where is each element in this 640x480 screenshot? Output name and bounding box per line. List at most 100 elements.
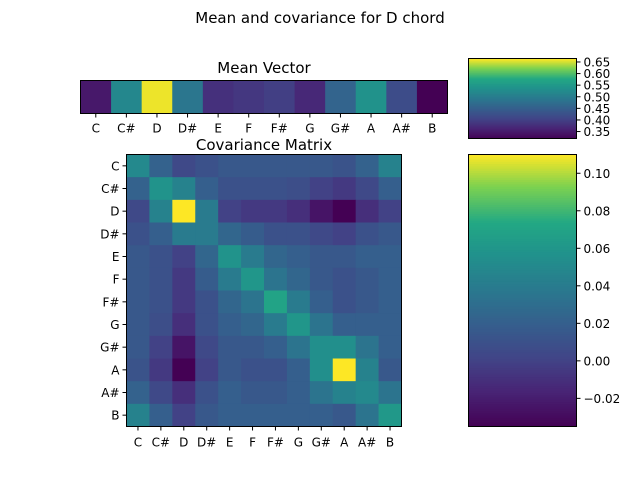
cov-colorbar-segment [468, 297, 577, 301]
cov-cell-A#-F# [264, 381, 288, 405]
cov-colorbar-segment [468, 378, 577, 382]
mean-colorbar-segment [468, 117, 577, 119]
cov-colorbar-segment [468, 401, 577, 405]
cov-cell-D-D# [195, 199, 219, 223]
cov-colorbar-segment [468, 229, 577, 233]
cov-x-tick-label: E [226, 436, 234, 450]
mean-colorbar-segment [468, 89, 577, 91]
cov-cell-C#-G [286, 177, 311, 201]
cov-colorbar-segment [468, 165, 577, 169]
cov-cell-A#-D [172, 381, 196, 405]
mean-colorbar-segment [468, 66, 577, 68]
cov-colorbar-segment [468, 372, 577, 375]
cov-colorbar-segment [468, 249, 577, 253]
cov-x-tick-label: D# [197, 436, 216, 450]
cov-cell-A-A# [355, 358, 379, 382]
cov-y-tick-label: E [112, 250, 120, 264]
cov-colorbar-segment [468, 154, 577, 158]
cov-cell-A-F [241, 358, 265, 382]
cov-colorbar-segment [468, 285, 577, 289]
cov-cell-G#-C# [149, 335, 173, 359]
cov-colorbar-segment [468, 338, 577, 341]
mean-colorbar-segment [468, 124, 577, 126]
cov-cell-G-A# [355, 313, 379, 337]
cov-cell-C#-G# [309, 177, 334, 201]
cov-colorbar-segment [468, 317, 577, 321]
cov-colorbar-segment [468, 263, 577, 267]
mean-colorbar-segment [468, 122, 577, 124]
cov-colorbar-segment [468, 333, 577, 337]
mean-colorbar-segment [468, 108, 577, 110]
cov-cell-G#-G [286, 335, 311, 359]
cov-cell-F-F [241, 267, 265, 291]
mean-colorbar-segment [468, 61, 577, 63]
cov-cell-A#-A# [355, 381, 379, 405]
cov-cell-A#-C [126, 381, 150, 405]
cov-colorbar-segment [468, 329, 577, 332]
covariance-colorbar-frame [468, 154, 577, 427]
mean-colorbar-segment [468, 81, 577, 83]
cov-cell-B-F# [264, 403, 288, 427]
cov-colorbar-segment [468, 392, 577, 396]
mean-colorbar-segment [468, 85, 577, 87]
cov-cell-C#-F [241, 177, 265, 201]
cov-cell-E-C [126, 245, 150, 269]
cov-colorbar-segment [468, 295, 577, 298]
cov-cell-C-D [172, 154, 196, 178]
mean-x-tick-label: E [214, 122, 222, 136]
mean-colorbar-segment [468, 73, 577, 75]
cov-colorbar-segment [468, 211, 577, 214]
cov-cell-F#-C [126, 290, 150, 314]
covariance-heatmap [126, 154, 402, 427]
cov-cell-E-G [286, 245, 311, 269]
cov-colorbar-segment [468, 281, 577, 285]
mean-colorbar-segment [468, 100, 577, 102]
mean-colorbar-segment [468, 132, 577, 134]
cov-colorbar-segment [468, 183, 577, 187]
cov-colorbar-segment [468, 188, 577, 192]
cov-cell-G#-E [218, 335, 242, 359]
cov-cell-G#-D [172, 335, 196, 359]
cov-cell-D-F# [264, 199, 288, 223]
mean-colorbar-segment [468, 68, 577, 70]
mean-colorbar-segment [468, 118, 577, 120]
mean-colorbar-segment [468, 83, 577, 85]
mean-colorbar-tick-label: 0.50 [584, 90, 611, 104]
cov-colorbar-segment [468, 238, 577, 242]
mean-colorbar-segment [468, 101, 577, 103]
mean-colorbar-segment [468, 102, 577, 104]
mean-colorbar-segment [468, 113, 577, 115]
cov-x-tick-label: A# [358, 436, 376, 450]
cov-y-tick-label: D [110, 205, 119, 219]
mean-colorbar-segment [468, 101, 577, 103]
cov-cell-B-D [172, 403, 196, 427]
cov-cell-D#-C# [149, 222, 173, 246]
cov-colorbar-segment [468, 419, 577, 423]
cov-cell-G-D [172, 313, 196, 337]
cov-cell-F#-F [241, 290, 265, 314]
mean-cell-F# [264, 80, 295, 114]
cov-colorbar-segment [468, 174, 577, 178]
mean-colorbar-segment [468, 97, 577, 99]
cov-colorbar-segment [468, 231, 577, 235]
cov-colorbar-segment [468, 363, 577, 366]
cov-colorbar-segment [468, 204, 577, 208]
mean-colorbar-segment [468, 135, 577, 137]
cov-colorbar-segment [468, 415, 577, 418]
mean-colorbar-segment [468, 63, 577, 65]
cov-cell-F#-A [332, 290, 357, 314]
cov-cell-D#-F# [264, 222, 288, 246]
cov-colorbar-segment [468, 406, 577, 409]
mean-colorbar-segment [468, 93, 577, 95]
mean-colorbar-segment [468, 106, 577, 108]
cov-cell-C#-C# [149, 177, 173, 201]
cov-colorbar-segment [468, 374, 577, 378]
mean-cell-G [294, 80, 326, 114]
mean-cell-B [416, 80, 448, 114]
mean-colorbar-segment [468, 69, 577, 71]
cov-cell-F-D [172, 267, 196, 291]
mean-x-tick-label: B [428, 122, 436, 136]
cov-colorbar-segment [468, 385, 577, 389]
cov-colorbar-tick-label: 0.02 [584, 317, 611, 331]
mean-colorbar-segment [468, 120, 577, 122]
